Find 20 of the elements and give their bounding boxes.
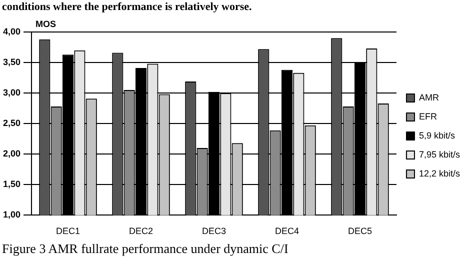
legend-label: 5,9 kbit/s [418,130,456,140]
y-axis-title: MOS [36,18,56,29]
y-tick-label: 2,50 [2,118,21,128]
y-tick-label: 1,00 [2,210,21,220]
y-tick-label: 3,50 [2,57,21,68]
legend-label: EFR [418,111,438,122]
x-tick-label: DEC1 [56,226,80,236]
y-tick-label: 3,00 [2,88,21,98]
x-tick-label: DEC3 [202,226,226,236]
x-tick-label: DEC5 [348,226,372,236]
x-tick-label: DEC4 [274,226,299,236]
y-tick-label: 2,00 [2,148,21,159]
legend-label: AMR [418,92,440,102]
x-tick-label: DEC2 [128,226,154,236]
caption: Figure 3 AMR fullrate performance under dynamic C/I [1,240,290,258]
legend-label: 12,2 kbit/s [418,168,460,178]
y-tick-label: 1,50 [2,179,21,190]
text: conditions where the performance is relatively worse. [1,0,253,14]
legend-label: 7,95 kbit/s [418,149,460,160]
y-tick-label: 4,00 [2,26,21,36]
